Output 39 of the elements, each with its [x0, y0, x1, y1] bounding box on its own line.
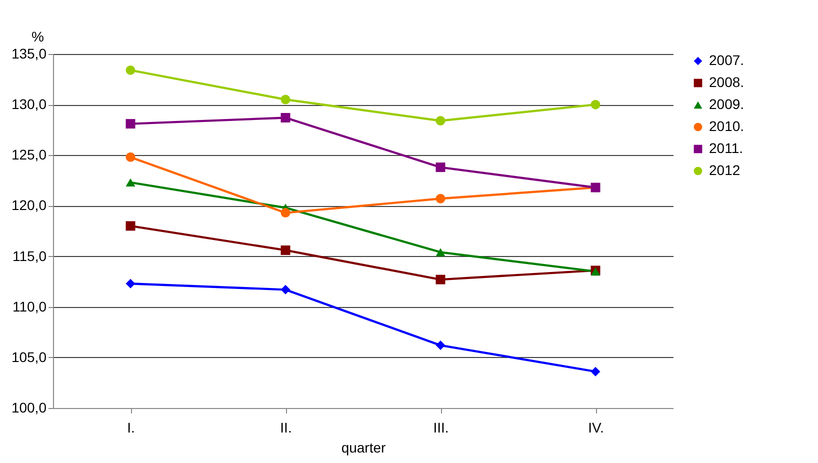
point	[436, 274, 446, 284]
point	[590, 366, 600, 376]
point	[590, 100, 600, 110]
point	[280, 112, 290, 122]
point	[280, 245, 290, 255]
point	[126, 152, 136, 162]
point	[436, 248, 446, 256]
y-tick-label: 130,0	[11, 96, 47, 112]
y-tick-label: 110,0	[12, 298, 47, 314]
y-tick-label: 125,0	[11, 146, 47, 163]
point	[436, 162, 446, 172]
x-tick-label: I.	[127, 420, 135, 436]
legend-label: 2010.	[709, 118, 744, 134]
legend-label: 2007.	[709, 52, 744, 68]
y-tick-label: 135,0	[11, 46, 47, 62]
point	[126, 178, 136, 187]
point	[280, 94, 290, 104]
legend-label: 2012	[709, 162, 740, 178]
x-tick-label: III.	[433, 420, 449, 436]
y-tick-label: 120,0	[11, 197, 47, 214]
point	[126, 221, 136, 231]
y-tick-label: 115,0	[12, 248, 47, 264]
point	[280, 208, 290, 218]
x-axis-title: quarter	[341, 440, 386, 456]
point	[436, 116, 446, 126]
legend-label: 2011.	[709, 140, 743, 156]
point	[436, 340, 446, 350]
x-tick-label: II.	[280, 420, 292, 436]
x-tick-label: IV.	[588, 420, 604, 436]
legend-label: 2008.	[709, 74, 744, 90]
point	[126, 278, 136, 288]
y-axis-title: %	[32, 28, 44, 44]
y-tick-label: 100,0	[11, 400, 47, 416]
point	[280, 284, 290, 294]
legend-label: 2009.	[709, 96, 744, 112]
point	[126, 119, 136, 129]
point	[126, 65, 136, 75]
y-tick-label: 105,0	[11, 348, 47, 365]
point	[436, 194, 446, 204]
